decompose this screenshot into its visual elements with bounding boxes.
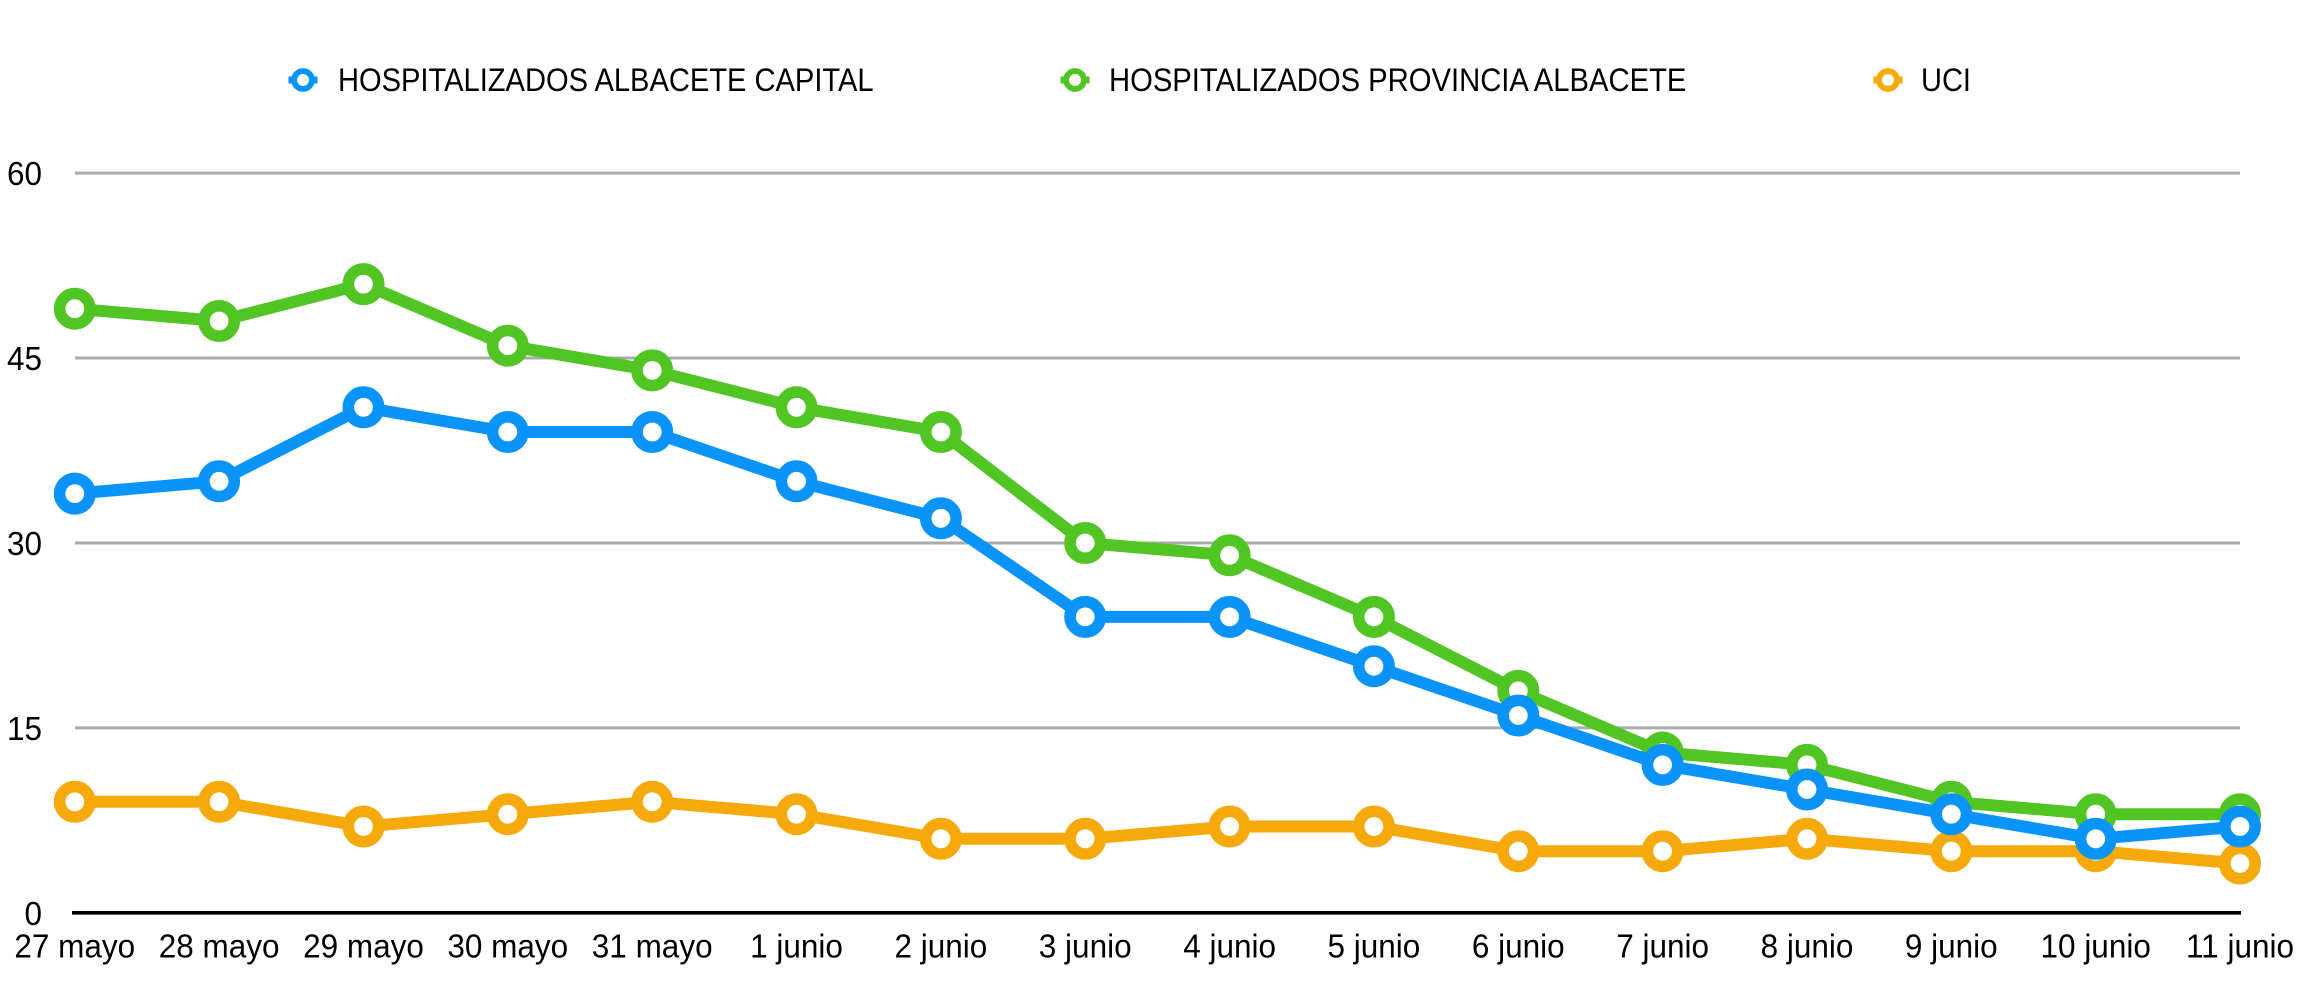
svg-text:2 junio: 2 junio (895, 929, 988, 966)
svg-text:1 junio: 1 junio (750, 929, 843, 966)
svg-text:7 junio: 7 junio (1616, 929, 1709, 966)
svg-text:HOSPITALIZADOS PROVINCIA ALBAC: HOSPITALIZADOS PROVINCIA ALBACETE (1109, 62, 1686, 98)
svg-text:45: 45 (7, 341, 42, 378)
svg-text:HOSPITALIZADOS ALBACETE CAPITA: HOSPITALIZADOS ALBACETE CAPITAL (338, 62, 874, 98)
svg-text:31 mayo: 31 mayo (592, 929, 713, 966)
svg-text:11 junio: 11 junio (2186, 929, 2294, 966)
svg-text:28 mayo: 28 mayo (159, 929, 280, 966)
svg-text:5 junio: 5 junio (1328, 929, 1421, 966)
svg-text:UCI: UCI (1921, 62, 1971, 98)
svg-text:30: 30 (7, 526, 42, 563)
svg-text:3 junio: 3 junio (1039, 929, 1132, 966)
svg-text:9 junio: 9 junio (1905, 929, 1998, 966)
svg-text:8 junio: 8 junio (1761, 929, 1854, 966)
svg-text:0: 0 (25, 896, 43, 933)
svg-text:29 mayo: 29 mayo (303, 929, 424, 966)
svg-text:10 junio: 10 junio (2041, 929, 2151, 966)
svg-text:27 mayo: 27 mayo (14, 929, 135, 966)
svg-text:4 junio: 4 junio (1183, 929, 1276, 966)
svg-text:30 mayo: 30 mayo (447, 929, 568, 966)
svg-text:60: 60 (7, 156, 42, 193)
svg-text:6 junio: 6 junio (1472, 929, 1565, 966)
svg-text:15: 15 (7, 711, 42, 748)
